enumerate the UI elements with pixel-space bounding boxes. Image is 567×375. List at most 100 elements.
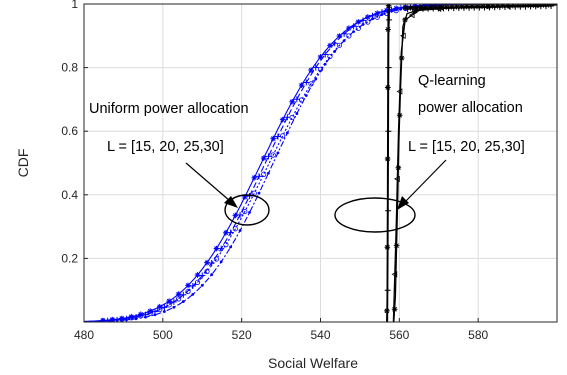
- y-tick-label: 0.6: [61, 124, 78, 138]
- data-point-marker: [530, 4, 537, 8]
- data-point-marker: [134, 317, 138, 321]
- uniform-label: Uniform power allocation: [89, 101, 249, 117]
- x-tick-label: 480: [74, 328, 94, 342]
- data-point-marker: [327, 53, 333, 60]
- data-point-marker: [161, 304, 168, 311]
- data-point-marker: [515, 4, 521, 9]
- data-point-marker: [385, 84, 391, 91]
- data-point-marker: [251, 174, 258, 181]
- data-point-marker: [144, 315, 147, 319]
- data-point-marker: [355, 25, 361, 31]
- data-point-marker: [333, 50, 337, 53]
- data-point-marker: [448, 4, 455, 10]
- data-point-marker: [256, 173, 263, 180]
- data-point-marker: [223, 242, 229, 248]
- uniform-arrow-head: [224, 196, 238, 208]
- data-point-marker: [191, 292, 195, 296]
- data-point-marker: [396, 112, 403, 119]
- data-point-marker: [390, 9, 393, 13]
- data-point-marker: [374, 10, 381, 16]
- data-point-marker: [204, 259, 210, 266]
- data-point-marker: [385, 4, 392, 9]
- data-point-marker: [443, 4, 450, 10]
- data-point-marker: [295, 112, 299, 115]
- data-point-marker: [284, 114, 291, 121]
- data-point-marker: [399, 32, 406, 39]
- data-point-marker: [386, 16, 393, 23]
- data-point-marker: [128, 313, 135, 320]
- data-point-marker: [119, 315, 125, 322]
- data-point-marker: [396, 88, 403, 95]
- y-tick-label: 0.8: [61, 61, 78, 75]
- data-point-marker: [385, 26, 391, 33]
- data-point-marker: [361, 23, 365, 26]
- data-point-marker: [474, 4, 480, 10]
- data-point-marker: [458, 4, 465, 10]
- data-point-marker: [365, 19, 371, 25]
- data-point-marker: [261, 171, 267, 177]
- data-point-marker: [157, 306, 163, 313]
- data-point-marker: [229, 245, 233, 249]
- data-point-marker: [407, 4, 414, 11]
- uniform-arrow-line: [185, 162, 231, 202]
- uniform-series-line: [84, 4, 557, 322]
- data-point-marker: [327, 42, 333, 49]
- data-point-marker: [384, 156, 391, 162]
- data-point-marker: [166, 302, 172, 308]
- data-point-marker: [540, 4, 547, 8]
- data-point-marker: [156, 303, 163, 310]
- data-point-marker: [380, 13, 384, 16]
- data-point-marker: [289, 98, 295, 105]
- data-point-marker: [417, 4, 424, 11]
- data-point-marker: [194, 272, 201, 278]
- x-tick-label: 520: [232, 328, 252, 342]
- data-point-marker: [384, 287, 391, 294]
- data-point-marker: [260, 155, 267, 161]
- x-tick-label: 540: [310, 328, 330, 342]
- data-point-marker: [384, 308, 390, 314]
- data-point-marker: [525, 4, 532, 9]
- data-point-marker: [408, 11, 415, 19]
- data-point-marker: [484, 4, 491, 9]
- data-point-marker: [371, 17, 374, 21]
- x-tick-label: 500: [153, 328, 173, 342]
- data-point-marker: [210, 273, 214, 276]
- data-point-marker: [119, 316, 125, 322]
- data-point-marker: [270, 135, 276, 142]
- data-point-marker: [194, 279, 201, 285]
- data-point-marker: [242, 194, 248, 200]
- data-point-marker: [232, 226, 238, 232]
- data-point-marker: [125, 318, 128, 322]
- data-point-marker: [304, 94, 308, 97]
- data-point-marker: [545, 4, 552, 8]
- data-point-marker: [293, 96, 300, 103]
- data-point-marker: [336, 33, 343, 39]
- x-axis-label: Social Welfare: [268, 355, 358, 371]
- data-point-marker: [223, 229, 229, 236]
- data-point-marker: [280, 133, 286, 139]
- data-point-marker: [385, 64, 392, 71]
- q-learning-power-label: power allocation: [418, 100, 523, 116]
- data-point-marker: [232, 212, 239, 219]
- data-point-marker: [374, 14, 380, 20]
- data-point-marker: [248, 211, 251, 214]
- data-point-marker: [109, 317, 115, 322]
- data-point-marker: [308, 67, 314, 73]
- q-learning-label: Q-learning: [418, 73, 486, 89]
- data-point-marker: [391, 271, 398, 278]
- data-point-marker: [312, 64, 319, 71]
- x-tick-label: 580: [468, 328, 488, 342]
- data-point-marker: [322, 51, 329, 58]
- data-point-marker: [412, 4, 419, 11]
- data-point-marker: [393, 242, 400, 249]
- data-point-marker: [428, 4, 434, 11]
- data-point-marker: [172, 305, 176, 309]
- q-arrow-line: [403, 159, 447, 204]
- data-point-marker: [298, 82, 305, 88]
- data-point-marker: [453, 4, 460, 10]
- data-point-marker: [213, 245, 220, 252]
- data-point-marker: [331, 40, 338, 47]
- data-point-marker: [346, 33, 352, 39]
- data-point-marker: [395, 164, 402, 171]
